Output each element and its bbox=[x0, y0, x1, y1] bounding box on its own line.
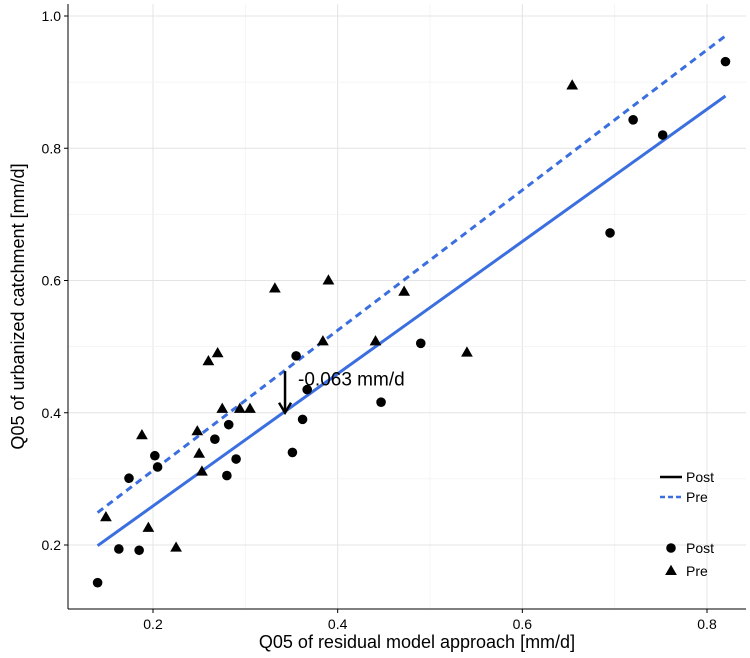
point-post bbox=[287, 447, 298, 458]
legend-marker-post bbox=[666, 543, 676, 553]
legend-label-post: Post bbox=[686, 540, 714, 556]
plot-panel bbox=[68, 4, 746, 609]
point-post bbox=[291, 351, 301, 361]
y-axis-ticks: 0.2 0.4 0.6 0.8 1.0 bbox=[42, 8, 68, 553]
point-pre bbox=[170, 541, 182, 552]
legend-label-pre: Pre bbox=[686, 563, 708, 579]
y-tick-label: 1.0 bbox=[42, 8, 62, 24]
legend-label-pre: Pre bbox=[686, 489, 708, 505]
point-post bbox=[657, 130, 668, 140]
point-pre bbox=[268, 282, 281, 293]
point-pre bbox=[369, 335, 382, 346]
point-post bbox=[376, 397, 386, 407]
data-points bbox=[92, 56, 731, 588]
point-pre bbox=[216, 402, 229, 413]
point-pre bbox=[211, 347, 224, 358]
point-post bbox=[210, 434, 220, 445]
point-pre bbox=[193, 447, 206, 458]
point-post bbox=[150, 450, 160, 461]
point-post bbox=[605, 228, 615, 238]
point-pre bbox=[566, 79, 579, 90]
legend-marker-pre bbox=[665, 564, 677, 576]
point-post bbox=[92, 577, 103, 588]
x-axis-ticks: 0.2 0.4 0.6 0.8 bbox=[143, 609, 717, 632]
point-post bbox=[628, 115, 638, 125]
grid-lines bbox=[68, 4, 746, 609]
x-tick-label: 0.8 bbox=[697, 616, 717, 632]
point-pre bbox=[196, 465, 208, 476]
annotation: -0.063 mm/d bbox=[277, 369, 405, 416]
x-tick-label: 0.6 bbox=[513, 616, 533, 632]
point-pre bbox=[136, 429, 148, 440]
point-pre bbox=[244, 402, 256, 413]
x-tick-label: 0.4 bbox=[328, 616, 348, 632]
point-post bbox=[124, 473, 134, 484]
point-pre bbox=[317, 335, 329, 346]
point-post bbox=[231, 454, 241, 464]
point-pre bbox=[100, 511, 112, 522]
y-tick-label: 0.2 bbox=[42, 537, 62, 553]
legend-label-post: Post bbox=[686, 469, 714, 485]
point-post bbox=[223, 419, 234, 430]
x-axis-title: Q05 of residual model approach [mm/d] bbox=[259, 632, 575, 652]
y-tick-label: 0.4 bbox=[42, 405, 62, 421]
point-pre bbox=[233, 402, 246, 413]
point-post bbox=[134, 545, 144, 556]
axes bbox=[67, 4, 746, 610]
point-post bbox=[297, 414, 308, 425]
point-pre bbox=[191, 425, 204, 436]
point-post bbox=[114, 544, 124, 554]
point-post bbox=[152, 462, 163, 472]
legend: Post Pre Post Pre bbox=[660, 469, 714, 579]
point-pre bbox=[461, 346, 473, 357]
point-post bbox=[302, 384, 312, 395]
y-tick-label: 0.6 bbox=[42, 273, 62, 289]
point-pre bbox=[322, 274, 335, 285]
point-pre bbox=[142, 521, 155, 532]
point-pre bbox=[398, 285, 411, 296]
point-pre bbox=[202, 354, 215, 366]
y-tick-label: 0.8 bbox=[42, 140, 62, 156]
annotation-arrowhead bbox=[277, 402, 293, 416]
point-post bbox=[720, 56, 731, 67]
annotation-label: -0.063 mm/d bbox=[298, 369, 405, 390]
point-post bbox=[415, 338, 426, 349]
x-tick-label: 0.2 bbox=[143, 616, 163, 632]
point-post bbox=[222, 470, 232, 481]
y-axis-title: Q05 of urbanized catchment [mm/d] bbox=[8, 163, 28, 449]
